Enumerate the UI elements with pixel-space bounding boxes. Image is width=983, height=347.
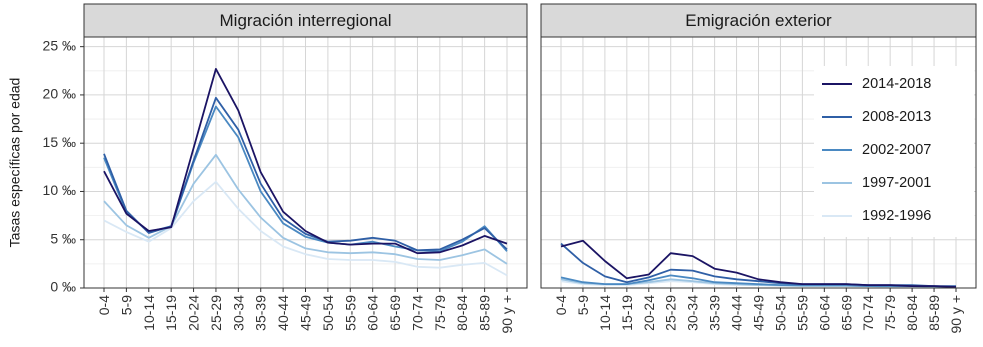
x-tick-label: 30-34	[685, 295, 701, 331]
x-tick-label: 25-29	[663, 295, 679, 331]
x-tick-label: 10-14	[141, 295, 157, 331]
x-tick-label: 50-54	[772, 295, 788, 331]
x-tick-label: 15-19	[619, 295, 635, 331]
x-tick-label: 70-74	[409, 295, 425, 331]
series-line-2014-2018	[560, 239, 957, 288]
x-tick-label: 35-39	[253, 295, 269, 331]
x-tick-label: 45-49	[751, 295, 767, 331]
x-tick-label: 30-34	[230, 295, 246, 331]
x-tick-label: 60-64	[365, 295, 381, 331]
x-tick-label: 40-44	[275, 295, 291, 331]
panel-title: Migración interregional	[220, 11, 392, 30]
series-line-2002-2007	[560, 274, 957, 288]
x-tick-label: 20-24	[641, 295, 657, 331]
x-tick-label: 0-4	[96, 295, 112, 315]
y-tick-label: 20 ‰	[43, 86, 76, 102]
x-tick-label: 0-4	[553, 295, 569, 315]
x-tick-label: 70-74	[860, 295, 876, 331]
x-tick-label: 10-14	[597, 295, 613, 331]
y-tick-label: 5 ‰	[50, 230, 76, 246]
x-tick-label: 90 y +	[948, 295, 964, 334]
legend: 2014-2018 2008-2013 2002-2007 1997-2001 1992…	[814, 66, 974, 237]
y-tick-label: 0 ‰	[50, 279, 76, 295]
x-tick-label: 85-89	[477, 295, 493, 331]
x-tick-label: 55-59	[794, 295, 810, 331]
legend-label: 1997-2001	[862, 175, 931, 191]
x-tick-label: 15-19	[163, 295, 179, 331]
x-tick-label: 5-9	[118, 295, 134, 315]
x-tick-label: 75-79	[882, 295, 898, 331]
x-tick-label: 85-89	[926, 295, 942, 331]
x-tick-label: 25-29	[208, 295, 224, 331]
panel-title: Emigración exterior	[685, 11, 832, 30]
legend-label: 1992-1996	[862, 208, 931, 224]
x-tick-label: 5-9	[575, 295, 591, 315]
y-tick-label: 10 ‰	[43, 182, 76, 198]
x-tick-label: 80-84	[904, 295, 920, 331]
x-tick-label: 40-44	[729, 295, 745, 331]
series-line-2014-2018	[103, 68, 508, 255]
y-axis-title: Tasas específicas por edad	[7, 78, 23, 248]
x-tick-label: 60-64	[816, 295, 832, 331]
x-tick-label: 90 y +	[499, 295, 515, 334]
x-tick-label: 55-59	[342, 295, 358, 331]
x-tick-label: 65-69	[838, 295, 854, 331]
legend-label: 2014-2018	[862, 76, 931, 92]
x-tick-label: 20-24	[186, 295, 202, 331]
y-tick-label: 25 ‰	[43, 37, 76, 53]
x-tick-label: 75-79	[432, 295, 448, 331]
legend-background	[814, 66, 974, 237]
panel-strip	[83, 3, 528, 38]
y-tick-label: 15 ‰	[43, 134, 76, 150]
x-tick-label: 45-49	[298, 295, 314, 331]
panel-1: 0-4 5-9 10-14 15-19 20-24 25-29 30-34 35-39 40-4…	[83, 3, 528, 334]
x-tick-label: 50-54	[320, 295, 336, 331]
legend-label: 2008-2013	[862, 109, 931, 125]
panel-strip	[540, 3, 977, 38]
x-tick-label: 65-69	[387, 295, 403, 331]
legend-label: 2002-2007	[862, 142, 931, 158]
x-tick-label: 80-84	[454, 295, 470, 331]
x-tick-label: 35-39	[707, 295, 723, 331]
